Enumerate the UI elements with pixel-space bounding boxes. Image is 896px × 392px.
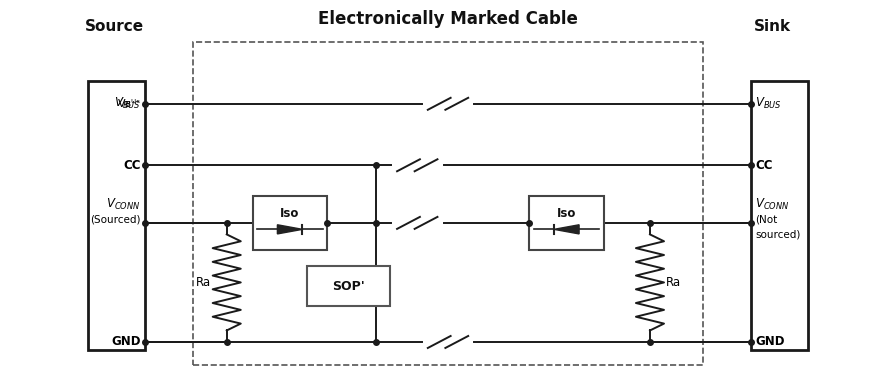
Bar [530, 196, 604, 250]
Text: Source: Source [85, 20, 144, 34]
Text: $V_{CONN}$: $V_{CONN}$ [107, 197, 141, 212]
Text: $V_{BUS}$: $V_{BUS}$ [114, 96, 141, 111]
Text: (Sourced): (Sourced) [90, 215, 141, 225]
Text: SOP': SOP' [332, 280, 366, 293]
Text: Electronically Marked Cable: Electronically Marked Cable [318, 10, 578, 28]
Text: GND: GND [755, 336, 785, 348]
Text: CC: CC [123, 159, 141, 172]
Bar [253, 196, 327, 250]
Text: Ra: Ra [666, 276, 681, 289]
Text: Iso: Iso [280, 207, 299, 220]
Text: $V_{CONN}$: $V_{CONN}$ [755, 197, 789, 212]
Text: Vʙᵁˢ: Vʙᵁˢ [117, 99, 141, 109]
Text: Sink: Sink [754, 20, 791, 34]
Text: (Not: (Not [755, 214, 778, 224]
Text: CC: CC [755, 159, 773, 172]
Bar [194, 42, 702, 365]
Bar [88, 81, 145, 350]
Text: sourced): sourced) [755, 229, 801, 240]
Polygon shape [554, 225, 579, 234]
Text: $V_{BUS}$: $V_{BUS}$ [755, 96, 782, 111]
Text: Iso: Iso [556, 207, 576, 220]
Text: Ra: Ra [196, 276, 211, 289]
Bar [751, 81, 808, 350]
Text: GND: GND [111, 336, 141, 348]
Polygon shape [278, 225, 303, 234]
Bar [307, 266, 391, 307]
